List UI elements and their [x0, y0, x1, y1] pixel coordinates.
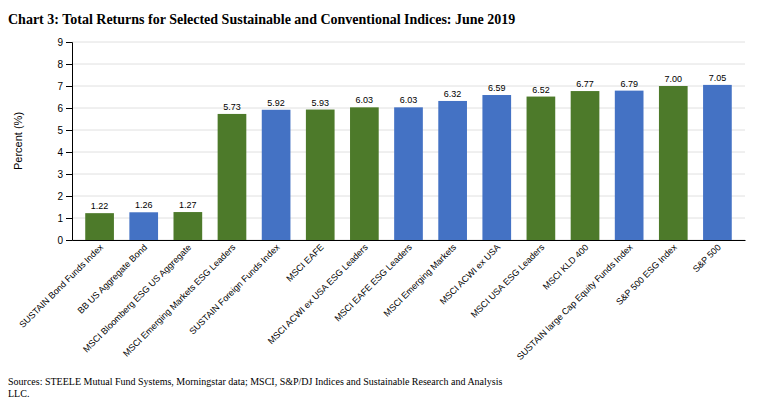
- x-tick-label: MSCI Emerging Markets: [382, 242, 459, 319]
- data-label: 5.92: [267, 98, 285, 108]
- x-tick-label: MSCI EAFE: [284, 242, 325, 283]
- x-axis: SUSTAIN Bond Funds IndexBB US Aggregate …: [17, 241, 745, 362]
- x-tick: MSCI USA ESG Leaders: [469, 242, 547, 320]
- y-tick-label: 6: [57, 103, 63, 114]
- bar: [85, 213, 114, 240]
- bar: [350, 107, 379, 240]
- y-tick-label: 5: [57, 125, 63, 136]
- x-tick: S&P 500: [691, 242, 723, 274]
- y-tick-mark: [66, 240, 72, 241]
- y-tick-mark: [66, 218, 72, 219]
- y-tick-label: 2: [57, 191, 63, 202]
- bar: [615, 91, 644, 240]
- data-label: 5.73: [223, 102, 241, 112]
- y-tick-mark: [66, 108, 72, 109]
- x-tick: MSCI EAFE ESG Leaders: [333, 242, 415, 324]
- bar: [438, 101, 467, 240]
- bar: [527, 97, 556, 240]
- y-tick: 0: [57, 235, 72, 246]
- y-tick: 2: [57, 191, 72, 202]
- y-tick-mark: [66, 174, 72, 175]
- x-tick-label: MSCI KLD 400: [541, 242, 591, 292]
- bar: [262, 110, 291, 240]
- y-tick: 8: [57, 59, 72, 70]
- x-tick-label: SUSTAIN Bond Funds Index: [17, 242, 105, 330]
- x-tick: S&P 500 ESG Index: [614, 242, 679, 307]
- data-label: 6.77: [576, 79, 594, 89]
- data-label: 6.03: [400, 95, 418, 105]
- y-tick-mark: [66, 130, 72, 131]
- y-tick-label: 9: [57, 37, 63, 48]
- grid-line: [72, 42, 745, 43]
- x-tick-label: S&P 500 ESG Index: [614, 242, 679, 307]
- bar: [129, 212, 158, 240]
- bar: [703, 85, 732, 240]
- y-tick: 3: [57, 169, 72, 180]
- data-labels: 1.22 1.26 1.27 5.73 5.92 5.93 6.03 6.03 6.32 6.59…: [91, 73, 726, 211]
- x-tick-label: S&P 500: [691, 242, 723, 274]
- x-tick: MSCI KLD 400: [541, 242, 591, 292]
- y-tick: 4: [57, 147, 72, 158]
- title: Chart 3: Total Returns for Selected Sust…: [8, 12, 515, 27]
- data-label: 7.05: [709, 73, 727, 83]
- y-tick-mark: [66, 152, 72, 153]
- bar: [306, 110, 335, 240]
- x-tick: MSCI Emerging Markets: [382, 242, 459, 319]
- data-label: 6.52: [532, 85, 550, 95]
- y-tick-label: 1: [57, 213, 63, 224]
- y-axis-title: Percent (%): [12, 112, 24, 170]
- y-tick-label: 8: [57, 59, 63, 70]
- data-label: 7.00: [665, 74, 683, 84]
- bar: [482, 95, 511, 240]
- x-tick-label: BB US Aggregate Bond: [76, 242, 150, 316]
- grid-line: [72, 86, 745, 87]
- y-tick: 7: [57, 81, 72, 92]
- data-label: 1.27: [179, 200, 197, 210]
- grid-line: [72, 64, 745, 65]
- y-axis-line: [66, 43, 73, 241]
- x-tick: MSCI EAFE: [284, 242, 325, 283]
- y-axis: 0 1 2 3 4 5 6 7 8 9: [57, 37, 72, 246]
- source-line: LLC.: [8, 388, 29, 399]
- x-tick-label: MSCI USA ESG Leaders: [469, 242, 547, 320]
- x-tick-label: SUSTAIN Foreign Funds Index: [187, 242, 282, 337]
- y-tick-label: 3: [57, 169, 63, 180]
- data-label: 1.22: [91, 201, 109, 211]
- bar: [659, 86, 688, 240]
- y-tick-mark: [66, 64, 72, 65]
- data-label: 6.03: [356, 95, 374, 105]
- x-axis-line: [73, 240, 746, 241]
- x-tick: BB US Aggregate Bond: [76, 242, 150, 316]
- y-tick-mark: [66, 42, 72, 43]
- grid: [72, 42, 745, 240]
- y-tick-label: 7: [57, 81, 63, 92]
- y-tick-mark: [66, 86, 72, 87]
- y-tick-mark: [66, 196, 72, 197]
- data-label: 5.93: [311, 98, 329, 108]
- data-label: 1.26: [135, 200, 153, 210]
- y-tick: 5: [57, 125, 72, 136]
- bar: [218, 114, 247, 240]
- bars: [85, 85, 732, 240]
- x-tick-label: MSCI EAFE ESG Leaders: [333, 242, 415, 324]
- data-label: 6.32: [444, 89, 462, 99]
- x-tick: SUSTAIN Foreign Funds Index: [187, 242, 282, 337]
- data-label: 6.59: [488, 83, 506, 93]
- source-note: Sources: STEELE Mutual Fund Systems, Mor…: [8, 376, 503, 399]
- y-tick-label: 4: [57, 147, 63, 158]
- x-tick: SUSTAIN Bond Funds Index: [17, 242, 105, 330]
- y-tick: 9: [57, 37, 72, 48]
- source-line: Sources: STEELE Mutual Fund Systems, Mor…: [8, 376, 503, 387]
- data-label: 6.79: [620, 79, 638, 89]
- bar: [571, 91, 600, 240]
- y-tick-label: 0: [57, 235, 63, 246]
- plot: 0 1 2 3 4 5 6 7 8 9 SUSTAIN Bond Funds IndexBB US …: [17, 37, 745, 362]
- y-tick: 1: [57, 213, 72, 224]
- bar: [174, 212, 203, 240]
- bar: [394, 107, 423, 240]
- y-tick: 6: [57, 103, 72, 114]
- chart: Chart 3: Total Returns for Selected Sust…: [0, 0, 760, 405]
